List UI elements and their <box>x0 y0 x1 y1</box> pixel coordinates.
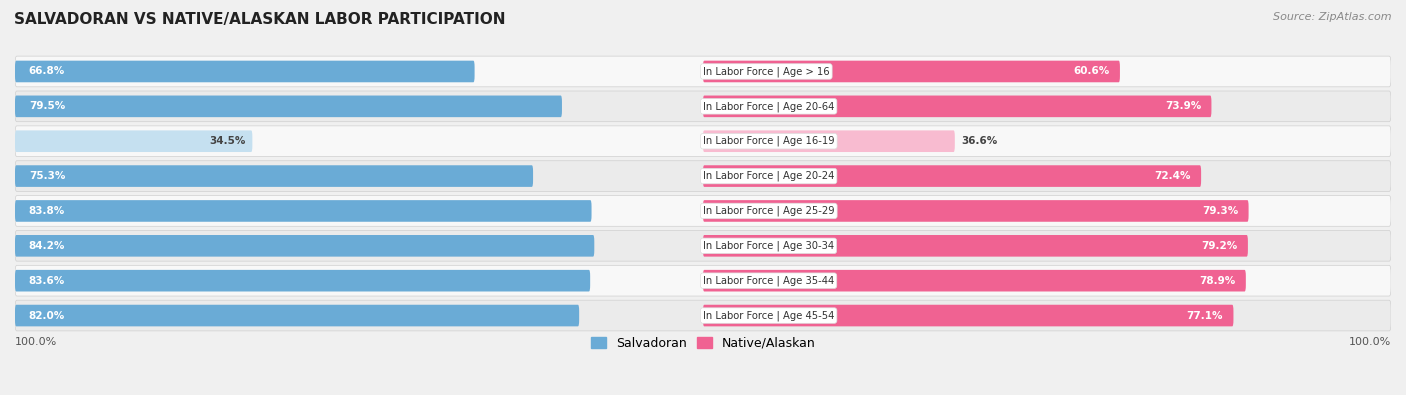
FancyBboxPatch shape <box>15 56 1391 87</box>
Text: 77.1%: 77.1% <box>1187 310 1223 321</box>
Text: 34.5%: 34.5% <box>209 136 246 146</box>
FancyBboxPatch shape <box>15 305 579 326</box>
FancyBboxPatch shape <box>15 91 1391 122</box>
FancyBboxPatch shape <box>15 130 252 152</box>
Text: Source: ZipAtlas.com: Source: ZipAtlas.com <box>1274 12 1392 22</box>
FancyBboxPatch shape <box>15 300 1391 331</box>
Text: 84.2%: 84.2% <box>28 241 65 251</box>
Text: 66.8%: 66.8% <box>28 66 65 77</box>
Text: 83.8%: 83.8% <box>28 206 65 216</box>
Text: In Labor Force | Age 25-29: In Labor Force | Age 25-29 <box>703 206 835 216</box>
Text: In Labor Force | Age 20-64: In Labor Force | Age 20-64 <box>703 101 834 112</box>
Text: SALVADORAN VS NATIVE/ALASKAN LABOR PARTICIPATION: SALVADORAN VS NATIVE/ALASKAN LABOR PARTI… <box>14 12 506 27</box>
FancyBboxPatch shape <box>15 200 592 222</box>
Text: 79.2%: 79.2% <box>1201 241 1237 251</box>
Text: 79.5%: 79.5% <box>28 102 65 111</box>
Text: 83.6%: 83.6% <box>28 276 65 286</box>
FancyBboxPatch shape <box>703 305 1233 326</box>
Text: In Labor Force | Age 20-24: In Labor Force | Age 20-24 <box>703 171 834 181</box>
FancyBboxPatch shape <box>703 200 1249 222</box>
Text: 100.0%: 100.0% <box>15 337 58 347</box>
FancyBboxPatch shape <box>15 196 1391 226</box>
Text: 36.6%: 36.6% <box>962 136 998 146</box>
FancyBboxPatch shape <box>15 165 533 187</box>
FancyBboxPatch shape <box>15 265 1391 296</box>
FancyBboxPatch shape <box>15 235 595 257</box>
Text: In Labor Force | Age 30-34: In Labor Force | Age 30-34 <box>703 241 834 251</box>
FancyBboxPatch shape <box>15 61 475 82</box>
FancyBboxPatch shape <box>15 230 1391 261</box>
Text: 78.9%: 78.9% <box>1199 276 1236 286</box>
FancyBboxPatch shape <box>703 96 1212 117</box>
Text: In Labor Force | Age > 16: In Labor Force | Age > 16 <box>703 66 830 77</box>
Text: In Labor Force | Age 16-19: In Labor Force | Age 16-19 <box>703 136 835 147</box>
FancyBboxPatch shape <box>703 130 955 152</box>
Text: 60.6%: 60.6% <box>1073 66 1109 77</box>
FancyBboxPatch shape <box>703 165 1201 187</box>
FancyBboxPatch shape <box>15 270 591 292</box>
Text: In Labor Force | Age 45-54: In Labor Force | Age 45-54 <box>703 310 834 321</box>
Text: 79.3%: 79.3% <box>1202 206 1239 216</box>
FancyBboxPatch shape <box>15 161 1391 192</box>
Text: 100.0%: 100.0% <box>1348 337 1391 347</box>
Legend: Salvadoran, Native/Alaskan: Salvadoran, Native/Alaskan <box>586 332 820 355</box>
FancyBboxPatch shape <box>15 126 1391 156</box>
FancyBboxPatch shape <box>15 96 562 117</box>
FancyBboxPatch shape <box>703 270 1246 292</box>
Text: In Labor Force | Age 35-44: In Labor Force | Age 35-44 <box>703 275 834 286</box>
Text: 82.0%: 82.0% <box>28 310 65 321</box>
Text: 73.9%: 73.9% <box>1164 102 1201 111</box>
FancyBboxPatch shape <box>703 235 1249 257</box>
FancyBboxPatch shape <box>703 61 1121 82</box>
Text: 72.4%: 72.4% <box>1154 171 1191 181</box>
Text: 75.3%: 75.3% <box>28 171 65 181</box>
